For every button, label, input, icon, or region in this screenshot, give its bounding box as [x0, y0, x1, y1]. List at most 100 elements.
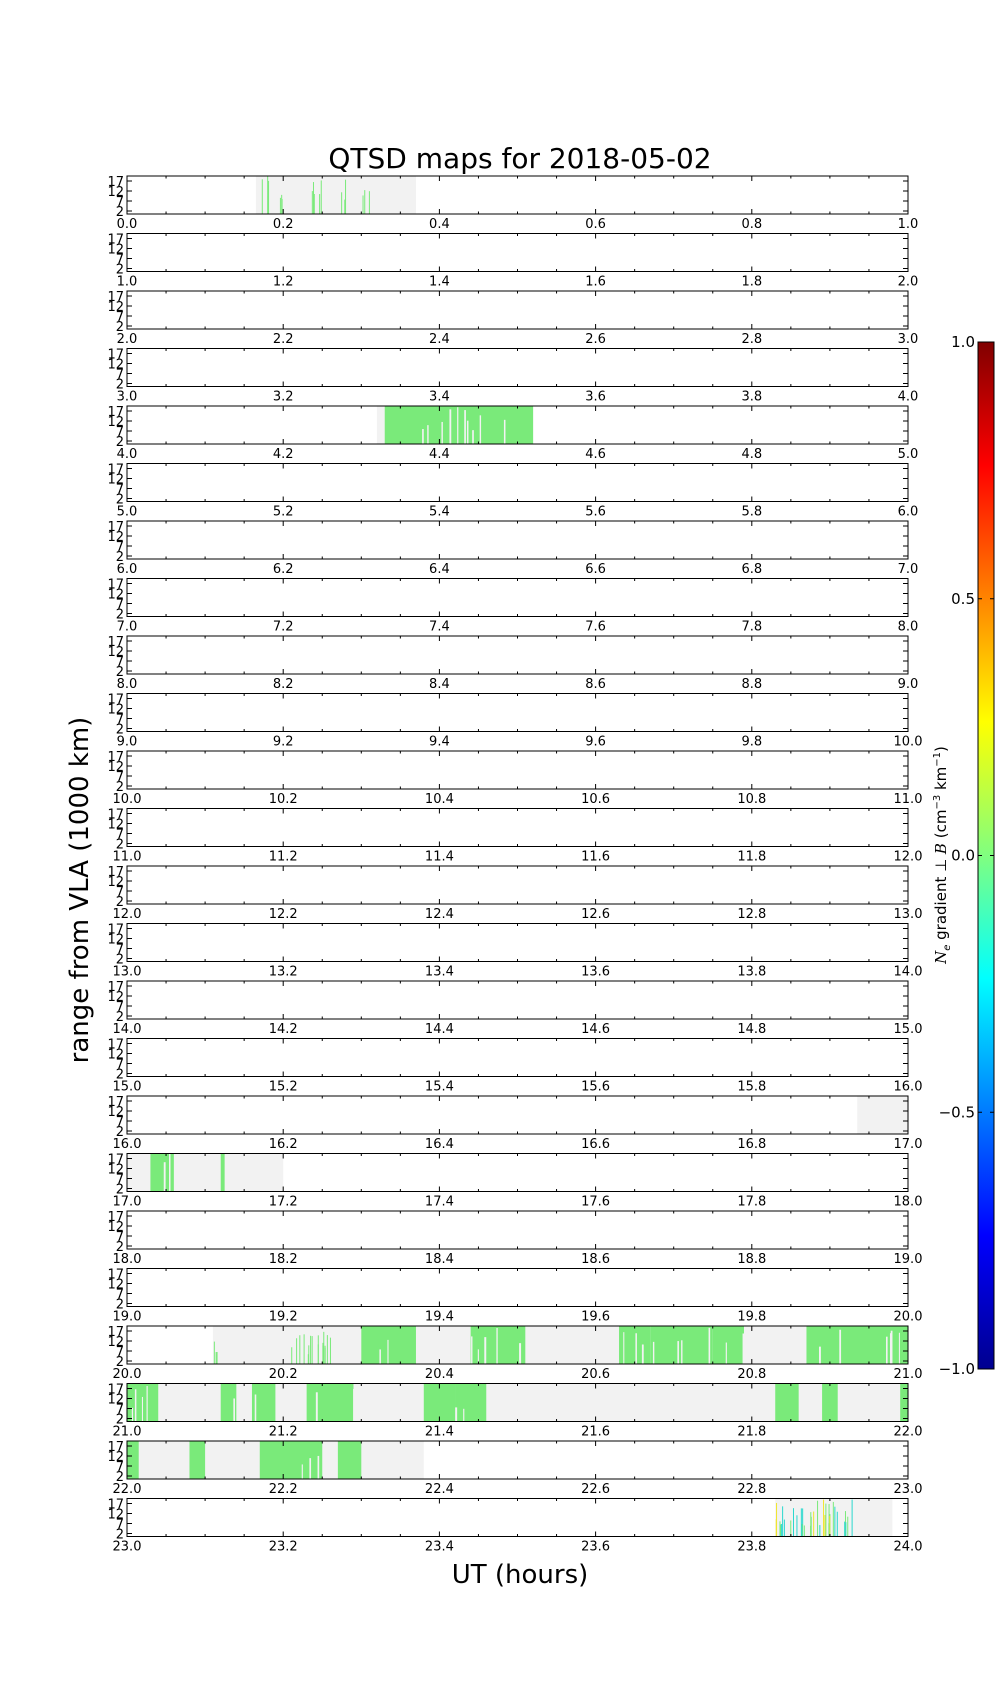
y-tick-label: 12: [107, 243, 124, 258]
x-tick-label: 0.0: [117, 217, 138, 232]
feature-fill: [220, 1383, 237, 1422]
feature-stroke: [851, 1499, 853, 1537]
x-tick-label: 8.4: [429, 677, 450, 692]
x-tick-label: 22.2: [269, 1482, 298, 1497]
feature-stroke: [313, 194, 315, 214]
feature-region: [619, 1326, 651, 1364]
feature-region: [822, 1383, 838, 1422]
y-tick-label: 2: [116, 1470, 124, 1485]
panel-frame: [126, 463, 909, 502]
y-tick-label: 7: [116, 368, 124, 383]
feature-fill: [220, 1153, 225, 1192]
x-tick-label: 4.2: [273, 447, 294, 462]
y-tick-label: 17: [107, 520, 124, 535]
x-tick-label: 18.0: [113, 1252, 142, 1267]
y-tick-label: 2: [116, 263, 124, 278]
y-tick-label: 2: [116, 1183, 124, 1198]
feature-stroke: [819, 1525, 821, 1537]
feature-stroke: [308, 1345, 310, 1364]
x-tick-label: 11.8: [737, 850, 766, 865]
x-tick-label: 23.2: [269, 1540, 298, 1555]
feature-stroke: [829, 1515, 831, 1537]
y-tick-label: 12: [107, 530, 124, 545]
feature-gap: [681, 1340, 683, 1364]
y-tick-label: 12: [107, 185, 124, 200]
feature-gap: [641, 1344, 644, 1364]
feature-stroke: [267, 176, 269, 214]
feature-gap: [463, 1408, 465, 1422]
y-tick-label: 7: [116, 828, 124, 843]
feature-gap: [818, 1346, 821, 1364]
y-tick-label: 12: [107, 1163, 124, 1178]
y-tick-label: 2: [116, 1010, 124, 1025]
x-tick-label: 20.0: [894, 1310, 923, 1325]
feature-fill: [361, 1326, 416, 1364]
y-tick-label: 7: [116, 713, 124, 728]
feature-fill: [470, 1326, 526, 1364]
feature-gap: [623, 1332, 625, 1364]
y-tick-label: 7: [116, 655, 124, 670]
feature-stroke: [817, 1500, 819, 1537]
x-tick-label: 13.2: [269, 965, 298, 980]
y-tick-label: 2: [116, 320, 124, 335]
x-tick-label: 21.0: [894, 1367, 923, 1382]
feature-fill: [455, 1383, 487, 1422]
y-tick-label: 12: [107, 1335, 124, 1350]
feature-gap: [839, 1329, 842, 1364]
feature-region: [423, 1383, 456, 1422]
x-tick-label: 21.2: [269, 1425, 298, 1440]
feature-gap: [890, 1330, 893, 1364]
feature-gap: [353, 1388, 355, 1422]
y-tick-label: 17: [107, 1325, 124, 1340]
panel-frame: [126, 233, 909, 272]
y-tick-label: 2: [116, 378, 124, 393]
y-tick-label: 7: [116, 1345, 124, 1360]
feature-gap: [449, 409, 452, 444]
x-tick-label: 18.8: [737, 1252, 766, 1267]
feature-stroke: [279, 197, 281, 214]
feature-stroke: [824, 1514, 826, 1537]
x-tick-label: 17.4: [425, 1195, 454, 1210]
x-tick-label: 8.6: [585, 677, 606, 692]
y-tick-label: 2: [116, 435, 124, 450]
feature-region: [127, 1383, 159, 1422]
feature-stroke: [345, 179, 347, 214]
y-tick-label: 2: [116, 1413, 124, 1428]
x-tick-label: 0.6: [585, 217, 606, 232]
y-tick-label: 12: [107, 875, 124, 890]
y-tick-label: 17: [107, 348, 124, 363]
x-tick-label: 11.4: [425, 850, 454, 865]
y-tick-label: 12: [107, 703, 124, 718]
x-tick-label: 16.2: [269, 1137, 298, 1152]
x-tick-label: 7.0: [898, 562, 919, 577]
feature-gap: [885, 1336, 888, 1364]
feature-gap: [457, 407, 459, 444]
x-tick-label: 15.6: [581, 1080, 610, 1095]
x-tick-label: 16.6: [581, 1137, 610, 1152]
y-tick-label: 17: [107, 1153, 124, 1168]
feature-region: [470, 1326, 526, 1364]
feature-region: [311, 180, 322, 214]
panel-frame: [126, 1095, 909, 1135]
x-tick-label: 19.4: [425, 1310, 454, 1325]
y-tick-label: 7: [116, 1518, 124, 1533]
feature-gap: [422, 429, 424, 444]
x-tick-label: 12.6: [581, 907, 610, 922]
feature-gap: [519, 1343, 522, 1364]
feature-region: [189, 1441, 206, 1479]
x-tick-label: 2.8: [741, 332, 762, 347]
feature-stroke: [296, 1338, 298, 1364]
y-tick-label: 2: [116, 1240, 124, 1255]
panel-frame: [126, 290, 909, 330]
feature-stroke: [790, 1520, 792, 1537]
